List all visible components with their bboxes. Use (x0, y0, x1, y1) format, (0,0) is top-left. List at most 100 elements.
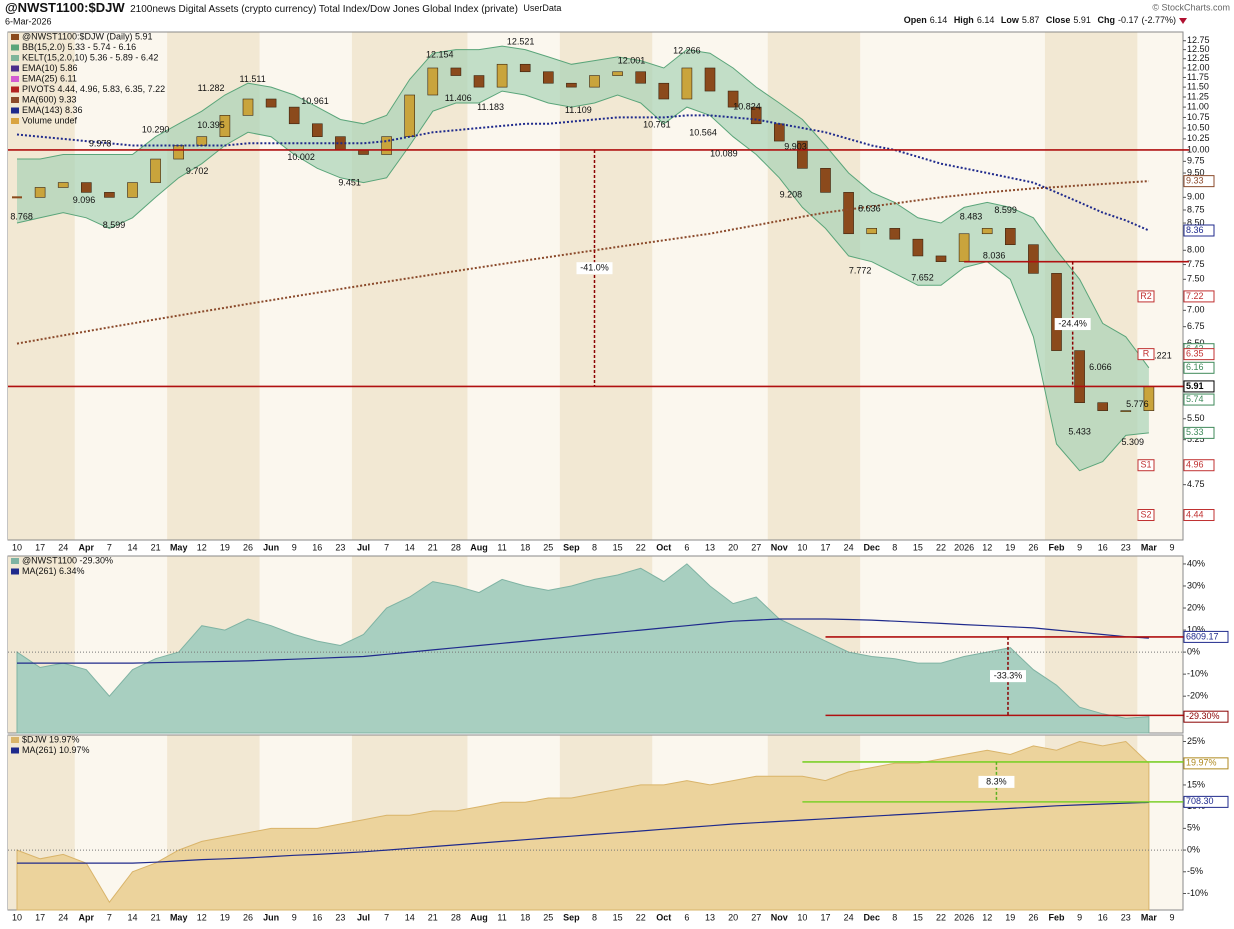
x-tick-label: 28 (451, 912, 461, 922)
x-tick-label: 15 (913, 912, 923, 922)
y-tick-label: 20% (1187, 602, 1205, 612)
line (16, 114, 1150, 232)
y-tick-label: 40% (1187, 558, 1205, 568)
candle (981, 228, 993, 235)
y-tick-label: 10.75 (1187, 112, 1210, 122)
price-label: 12.001 (618, 55, 646, 65)
y-tick-label: 9.00 (1187, 192, 1205, 202)
x-tick-label: 7 (384, 542, 389, 552)
x-tick-label: Apr (79, 542, 95, 552)
price-label: 8.636 (858, 203, 881, 213)
x-tick-label: 14 (127, 912, 137, 922)
x-tick-label: 16 (1098, 912, 1108, 922)
pivot-box (1137, 348, 1155, 361)
candle (750, 106, 762, 125)
y-tick-label: 9.75 (1187, 156, 1205, 166)
y-tick-label: 5.50 (1187, 413, 1205, 423)
y-tick-label: 7.00 (1187, 305, 1205, 315)
candle (843, 192, 854, 235)
x-tick-label: Sep (563, 912, 580, 922)
price-label: 10.761 (643, 119, 671, 129)
x-tick-label: Jun (263, 542, 279, 552)
candle (866, 228, 878, 235)
x-tick-label: 7 (384, 912, 389, 922)
x-tick-label: 25 (543, 912, 553, 922)
value-tag-label: 8.36 (1186, 225, 1204, 235)
candle (566, 82, 577, 88)
x-tick-label: 27 (751, 912, 761, 922)
x-tick-label: 11 (497, 542, 506, 552)
quote-value: 5.91 (1073, 15, 1091, 25)
x-tick-label: 2026 (954, 542, 974, 552)
candle (1028, 244, 1039, 274)
x-tick-label: 22 (636, 912, 646, 922)
legend-label: MA(261) 6.34% (22, 566, 85, 576)
y-tick-label: 4.75 (1187, 479, 1205, 489)
price-label: 10.290 (142, 124, 170, 134)
value-tag (1183, 224, 1215, 237)
candle (127, 182, 138, 198)
x-tick-label: 20 (728, 542, 738, 552)
candle (704, 67, 716, 92)
x-tick-label: 9 (292, 542, 297, 552)
x-tick-label: Apr (79, 912, 95, 922)
legend-label: @NWST1100:$DJW (Daily) 5.91 (22, 31, 153, 41)
x-tick-label: 17 (820, 542, 830, 552)
x-tick-label: 14 (405, 912, 415, 922)
x-tick-label: 26 (243, 542, 253, 552)
month-band (8, 32, 75, 540)
value-tag-label: 4.96 (1186, 460, 1204, 470)
value-tag-label: -29.30% (1186, 711, 1220, 721)
header-line: @NWST1100:$DJW 2100news Digital Assets (… (5, 0, 561, 15)
y-tick-label: 8.50 (1187, 217, 1205, 227)
candle (681, 67, 693, 100)
price-label: 9.978 (89, 138, 112, 148)
x-tick-label: 28 (451, 542, 461, 552)
x-tick-label: 19 (220, 542, 230, 552)
y-tick-label: 11.50 (1187, 81, 1209, 91)
x-tick-label: 27 (751, 542, 761, 552)
x-tick-label: Aug (470, 912, 488, 922)
x-tick-label: Oct (656, 912, 671, 922)
candle (1051, 273, 1062, 351)
legend-label: Volume undef (22, 115, 78, 125)
y-tick-label: -10% (1187, 669, 1208, 679)
x-tick-label: 7 (107, 542, 112, 552)
legend-label: PIVOTS 4.44, 4.96, 5.83, 6.35, 7.22 (22, 84, 165, 94)
price-label: 7.772 (849, 266, 872, 276)
watermark: © StockCharts.com (1152, 2, 1230, 12)
legend-label: BB(15,2.0) 5.33 - 5.74 - 6.16 (22, 42, 136, 52)
pivot-box (1137, 290, 1155, 303)
y-tick-label: 25% (1187, 736, 1205, 746)
value-tag-label: 6.16 (1186, 362, 1204, 372)
legend-label: EMA(25) 6.11 (22, 73, 77, 83)
quote-pct: (-2.77%) (1141, 15, 1176, 25)
price-label: 8.599 (994, 205, 1017, 215)
x-tick-label: May (170, 542, 188, 552)
y-tick-label: 10.50 (1187, 122, 1210, 132)
candle (1004, 228, 1016, 246)
candle (519, 63, 531, 73)
x-tick-label: 18 (520, 542, 530, 552)
x-tick-label: 22 (636, 542, 646, 552)
x-tick-label: 12 (197, 912, 207, 922)
y-tick-label: 11.00 (1187, 101, 1209, 111)
value-tag (1183, 361, 1215, 374)
value-tag-label: 5.91 (1186, 381, 1204, 391)
value-tag-label: 5.33 (1186, 427, 1204, 437)
candle (450, 67, 462, 76)
value-tag-label: 19.97% (1186, 758, 1217, 768)
legend-label: $DJW 19.97% (22, 734, 80, 744)
y-tick-label: 10.25 (1187, 133, 1210, 143)
source: UserData (523, 3, 561, 13)
x-tick-label: Aug (470, 542, 488, 552)
y-tick-label: 7.75 (1187, 259, 1205, 269)
x-tick-label: Feb (1048, 542, 1065, 552)
legend-label: MA(261) 10.97% (22, 745, 90, 755)
quote-label: Chg (1097, 15, 1115, 25)
price-label: 10.824 (733, 102, 761, 112)
price-label: 9.451 (338, 178, 361, 188)
legend-label: EMA(143) 8.36 (22, 105, 83, 115)
down-arrow (1179, 18, 1187, 24)
